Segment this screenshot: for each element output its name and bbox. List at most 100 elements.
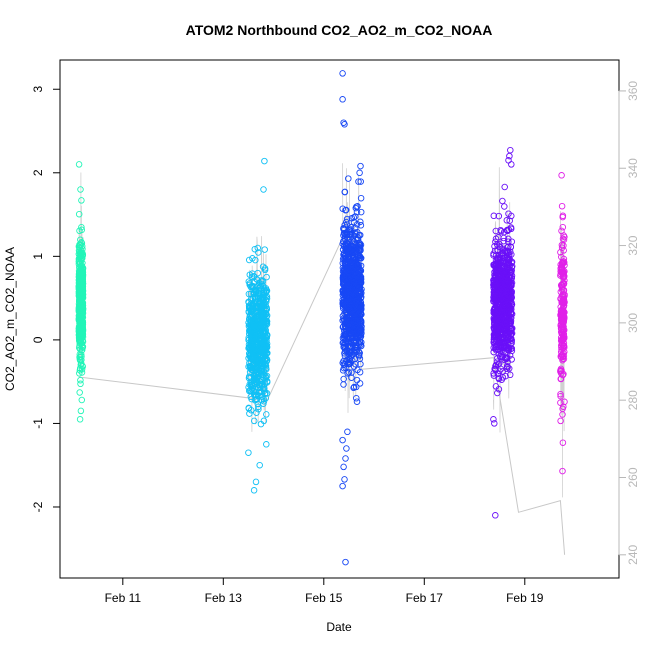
data-point [501, 203, 508, 210]
data-point [353, 208, 361, 216]
data-point [339, 367, 347, 374]
data-point [350, 383, 358, 391]
secondary-series-line [78, 236, 566, 555]
data-point [345, 338, 352, 345]
data-point [356, 355, 364, 362]
x-tick-label: Feb 11 [105, 591, 142, 605]
data-point [352, 342, 360, 350]
data-point [560, 302, 568, 309]
data-point [557, 249, 564, 256]
data-point [490, 212, 498, 220]
data-point [261, 246, 268, 253]
data-point [344, 329, 352, 336]
data-point [252, 291, 260, 298]
data-point [508, 294, 515, 301]
data-point [348, 369, 355, 376]
data-point [245, 308, 253, 316]
data-point [356, 340, 363, 348]
data-point [494, 246, 501, 254]
data-point [78, 226, 86, 234]
y-axis-label: CO2_AO2_m_CO2_NOAA [3, 247, 17, 391]
data-point [346, 227, 354, 234]
data-point [260, 400, 267, 407]
data-point [79, 280, 87, 287]
data-point [340, 119, 347, 126]
data-point [507, 281, 514, 288]
chart-title: ATOM2 Northbound CO2_AO2_m_CO2_NOAA [186, 22, 493, 38]
data-point [500, 303, 507, 310]
secondary-line-layer [78, 163, 566, 555]
data-point [503, 227, 511, 234]
data-point [350, 338, 357, 346]
data-point [559, 332, 567, 340]
data-point [350, 325, 358, 333]
data-point [560, 270, 567, 278]
data-point [495, 259, 503, 266]
data-point [342, 337, 350, 344]
data-point [561, 398, 568, 406]
y-tick-label: -1 [31, 418, 45, 429]
data-point [490, 372, 498, 379]
data-point [339, 70, 346, 77]
data-point [558, 342, 565, 349]
data-point [349, 306, 357, 313]
data-point [508, 356, 515, 363]
data-point [495, 375, 503, 383]
data-point [558, 283, 566, 291]
data-point [260, 387, 268, 394]
data-point [78, 223, 85, 231]
data-point [346, 349, 354, 357]
data-point [559, 341, 566, 348]
data-point [501, 292, 509, 299]
y2-tick-label: 260 [626, 467, 640, 487]
data-point [355, 288, 362, 296]
data-point [253, 391, 260, 399]
data-point [559, 467, 566, 475]
data-point [508, 161, 515, 168]
y2-tick-label: 360 [626, 81, 640, 101]
data-point [342, 455, 349, 462]
data-point [559, 356, 566, 364]
data-point [340, 463, 347, 471]
data-point [491, 365, 499, 373]
data-point [491, 293, 498, 301]
data-point [253, 354, 260, 362]
data-point [558, 202, 566, 210]
data-point [77, 306, 84, 314]
data-point [497, 271, 505, 279]
data-point [508, 309, 515, 317]
data-point [77, 275, 84, 282]
y-tick-label: -2 [31, 501, 45, 512]
data-point [78, 289, 86, 297]
data-point [251, 344, 258, 351]
data-point [263, 377, 271, 385]
data-point [499, 353, 506, 361]
data-point [501, 183, 508, 191]
y-tick-label: 3 [31, 86, 45, 93]
data-point [560, 295, 567, 303]
data-point [255, 405, 262, 413]
data-point [263, 411, 270, 418]
data-point [559, 291, 566, 299]
data-point [557, 390, 564, 398]
data-point [503, 298, 510, 306]
data-point [341, 121, 348, 128]
y-tick-label: 1 [31, 253, 45, 260]
data-point [503, 217, 511, 224]
data-point [497, 322, 504, 330]
data-point [490, 338, 498, 346]
data-point [76, 370, 83, 377]
data-point [77, 334, 84, 341]
y2-tick-label: 280 [626, 390, 640, 410]
data-point [495, 234, 502, 241]
data-point [496, 302, 503, 310]
data-point [339, 482, 346, 490]
data-point [77, 380, 84, 388]
data-point [248, 331, 255, 338]
data-point [354, 262, 362, 270]
data-point [497, 316, 505, 323]
y2-tick-label: 240 [626, 544, 640, 564]
data-point [356, 242, 363, 249]
data-point [345, 248, 352, 255]
